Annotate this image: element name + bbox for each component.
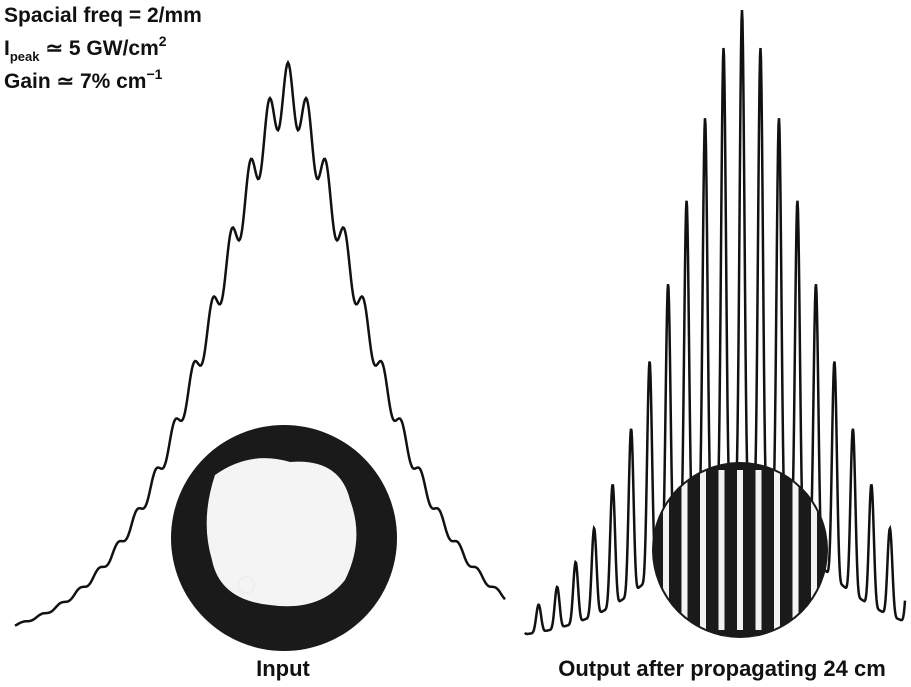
- fringe: [755, 470, 762, 630]
- input-profile: [14, 59, 506, 627]
- value: ≃ 5 GW/cm: [45, 37, 158, 60]
- superscript: −1: [146, 66, 162, 82]
- fringe: [718, 470, 725, 630]
- subscript: peak: [10, 49, 40, 64]
- header-line: Spacial freq = 2/mm: [4, 4, 202, 27]
- input-beam-spot: [206, 458, 357, 607]
- fringe: [737, 470, 743, 630]
- fringe: [811, 470, 817, 630]
- caption: Input: [256, 656, 310, 681]
- header-line: Ipeak ≃ 5 GW/cm2: [4, 33, 167, 64]
- fringe: [774, 470, 780, 630]
- header-line: Gain ≃ 7% cm−1: [4, 66, 163, 93]
- spot-artifact: [237, 576, 255, 594]
- caption: Output after propagating 24 cm: [558, 656, 886, 681]
- fringe: [663, 470, 669, 630]
- value: Gain ≃ 7% cm: [4, 70, 146, 93]
- fringe: [681, 470, 688, 630]
- fringe: [792, 470, 799, 630]
- superscript: 2: [159, 33, 167, 49]
- symbol: I: [4, 37, 10, 60]
- output-fringes: [663, 470, 817, 630]
- fringe: [700, 470, 706, 630]
